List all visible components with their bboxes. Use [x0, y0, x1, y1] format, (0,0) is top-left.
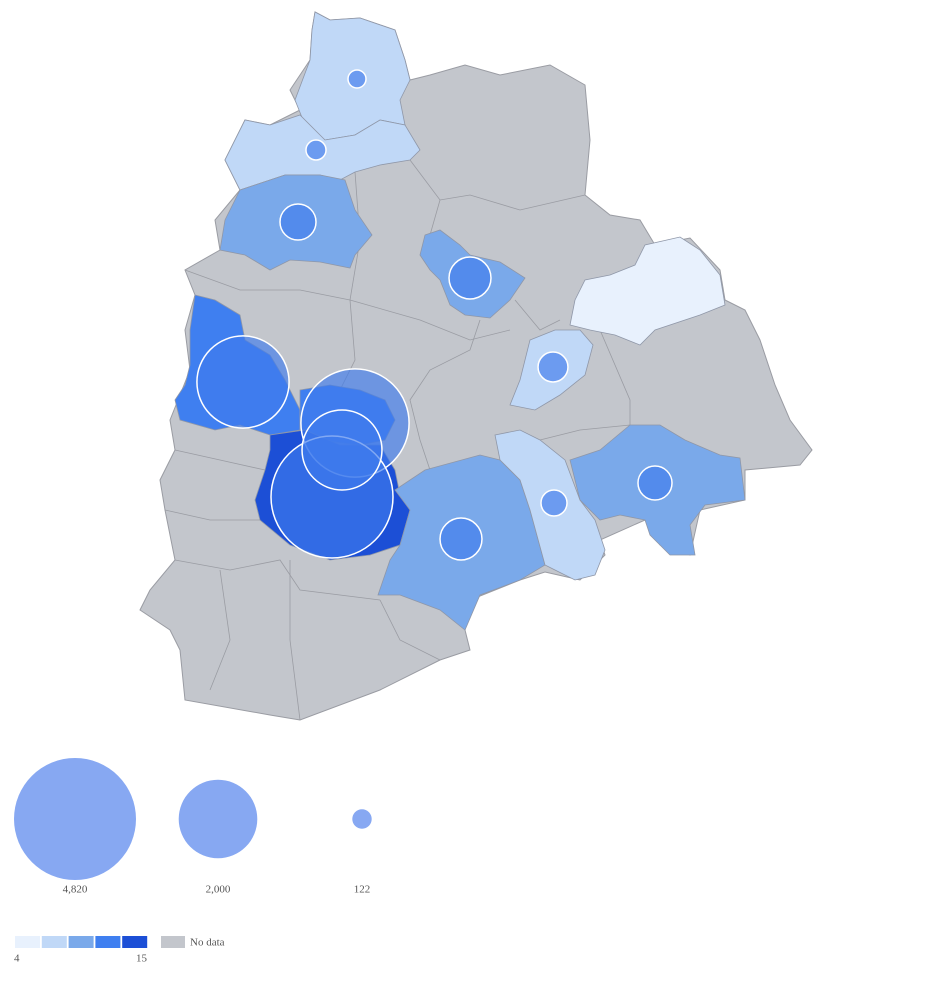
color-swatch	[15, 936, 40, 948]
bubble	[537, 351, 569, 383]
size-legend-label: 122	[354, 884, 371, 896]
district-border	[289, 560, 301, 721]
size-legend-bubble	[14, 758, 136, 880]
district-border	[174, 559, 381, 601]
bubble	[540, 489, 568, 517]
size-legend-bubble	[352, 809, 372, 829]
district-border	[429, 199, 441, 236]
color-legend-max: 15	[136, 953, 148, 965]
bubble	[279, 203, 317, 241]
bubble	[347, 69, 367, 89]
color-swatch	[122, 936, 148, 948]
district-border	[539, 424, 631, 441]
bubble	[301, 409, 383, 491]
bubble	[196, 335, 290, 429]
district-border	[379, 599, 441, 661]
bubble	[305, 139, 327, 161]
district	[569, 236, 726, 346]
color-swatch	[68, 936, 94, 948]
size-legend-label: 2,000	[206, 884, 231, 896]
district-border	[409, 159, 586, 211]
color-legend-min: 4	[14, 953, 20, 965]
bubble	[439, 517, 483, 561]
bubble	[448, 256, 492, 300]
district-border	[409, 319, 481, 471]
district-border	[514, 299, 561, 331]
no-data-swatch	[161, 936, 185, 948]
no-data-label: No data	[190, 937, 225, 949]
district-border	[184, 269, 511, 341]
size-legend-bubble	[178, 779, 258, 859]
color-swatch	[95, 936, 121, 948]
district-border	[209, 569, 231, 691]
bubble	[637, 465, 673, 501]
district-border	[599, 329, 631, 425]
color-swatch	[41, 936, 67, 948]
district-border	[164, 509, 260, 521]
district-border	[174, 449, 266, 471]
size-legend-label: 4,820	[63, 884, 88, 896]
